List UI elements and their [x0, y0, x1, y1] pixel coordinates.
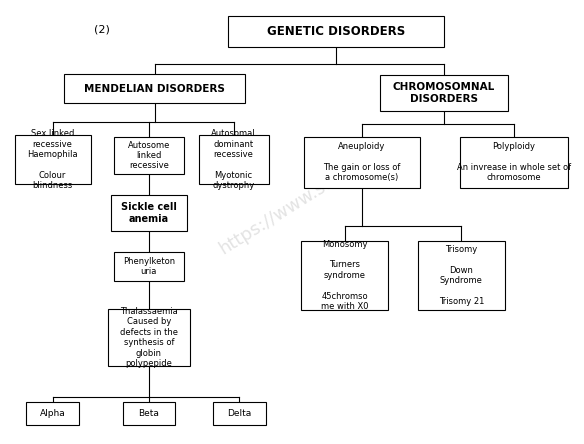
- Text: Phenylketon
uria: Phenylketon uria: [123, 257, 175, 276]
- FancyBboxPatch shape: [460, 137, 568, 188]
- Text: Beta: Beta: [138, 409, 159, 418]
- Text: MENDELIAN DISORDERS: MENDELIAN DISORDERS: [84, 84, 225, 94]
- FancyBboxPatch shape: [26, 402, 79, 425]
- Text: Autosomal
dominant
recessive

Myotonic
dystrophy: Autosomal dominant recessive Myotonic dy…: [211, 129, 256, 190]
- FancyBboxPatch shape: [64, 75, 245, 103]
- FancyBboxPatch shape: [114, 252, 184, 281]
- Text: Sickle cell
anemia: Sickle cell anemia: [121, 202, 177, 224]
- FancyBboxPatch shape: [304, 137, 420, 188]
- Text: Trisomy

Down
Syndrome

Trisomy 21: Trisomy Down Syndrome Trisomy 21: [439, 245, 484, 306]
- FancyBboxPatch shape: [199, 135, 269, 184]
- FancyBboxPatch shape: [123, 402, 175, 425]
- Text: Alpha: Alpha: [40, 409, 65, 418]
- FancyBboxPatch shape: [228, 16, 444, 47]
- Text: Delta: Delta: [227, 409, 252, 418]
- Text: Thalassaemia
Caused by
defects in the
synthesis of
globin
polypepide: Thalassaemia Caused by defects in the sy…: [120, 307, 178, 368]
- FancyBboxPatch shape: [114, 137, 184, 174]
- Text: Aneuploidy

The gain or loss of
a chromosome(s): Aneuploidy The gain or loss of a chromos…: [324, 142, 401, 182]
- Text: https://www.stu: https://www.stu: [216, 168, 345, 258]
- Text: Sex linked
recessive
Haemophila

Colour
blindness: Sex linked recessive Haemophila Colour b…: [27, 129, 78, 190]
- Text: Polyploidy

An invrease in whole set of
chromosome: Polyploidy An invrease in whole set of c…: [457, 142, 571, 182]
- FancyBboxPatch shape: [111, 195, 187, 231]
- Text: (2): (2): [94, 24, 110, 34]
- FancyBboxPatch shape: [108, 309, 190, 366]
- Text: Monosomy

Turners
syndrome

45chromso
me with X0: Monosomy Turners syndrome 45chromso me w…: [321, 240, 369, 311]
- FancyBboxPatch shape: [301, 241, 388, 310]
- Text: GENETIC DISORDERS: GENETIC DISORDERS: [267, 24, 405, 38]
- Text: Autosome
linked
recessive: Autosome linked recessive: [128, 140, 170, 170]
- FancyBboxPatch shape: [418, 241, 505, 310]
- FancyBboxPatch shape: [15, 135, 91, 184]
- FancyBboxPatch shape: [380, 75, 508, 111]
- FancyBboxPatch shape: [213, 402, 266, 425]
- Text: CHROMOSOMNAL
DISORDERS: CHROMOSOMNAL DISORDERS: [392, 83, 495, 104]
